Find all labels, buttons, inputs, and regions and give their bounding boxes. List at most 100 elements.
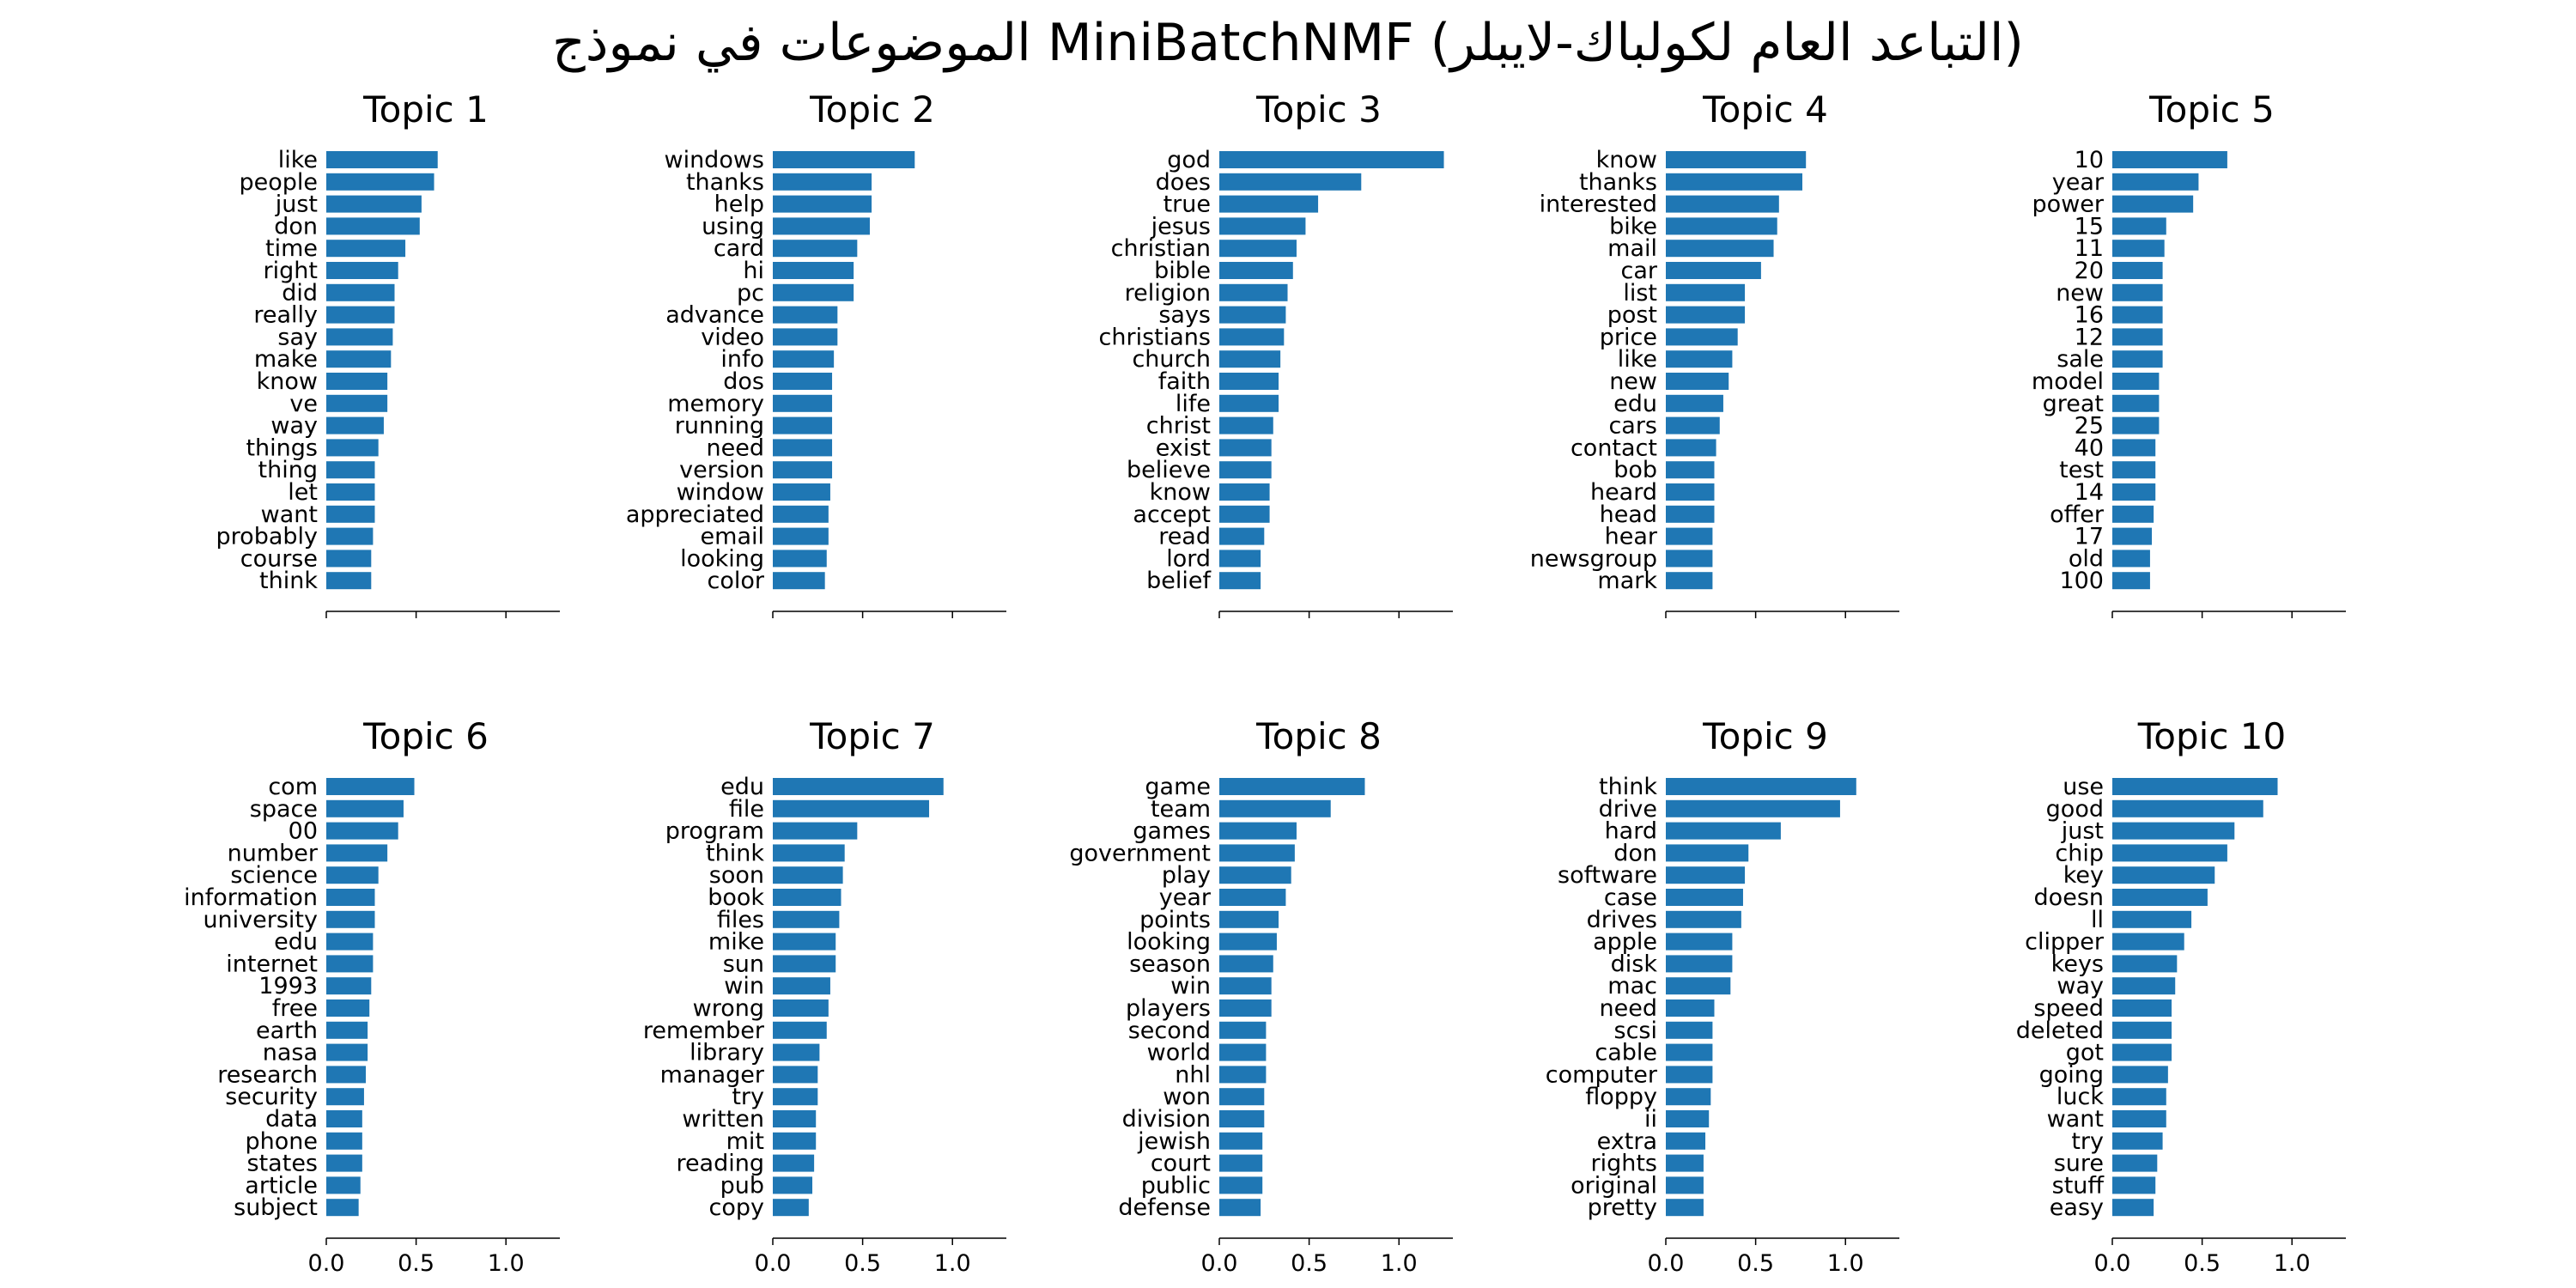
bar (326, 483, 375, 501)
word-label: easy (2050, 1194, 2104, 1221)
word-label: jesus (1151, 213, 1211, 240)
word-label: states (247, 1151, 318, 1177)
bar (1666, 217, 1777, 235)
bar (773, 844, 845, 862)
word-label: number (228, 840, 319, 866)
bar (2112, 151, 2227, 168)
bar (326, 550, 372, 568)
word-label: interested (1540, 191, 1657, 218)
word-label: course (240, 545, 318, 572)
bar (326, 999, 370, 1017)
word-label: believe (1127, 457, 1211, 483)
word-label: win (724, 973, 764, 999)
word-label: team (1151, 796, 1211, 823)
bar (1219, 461, 1272, 479)
word-label: pub (720, 1172, 764, 1199)
word-label: 40 (2075, 434, 2104, 461)
bar (326, 1043, 368, 1061)
bar (1219, 822, 1297, 840)
x-tick-label: 0.5 (1291, 1250, 1327, 1277)
bar (2112, 262, 2163, 279)
panel-title: Topic 7 (809, 715, 935, 757)
bar (326, 955, 374, 973)
word-label: files (717, 907, 764, 933)
bar (1219, 1021, 1267, 1039)
word-label: card (714, 235, 764, 262)
bar (1666, 910, 1741, 928)
bar (1666, 283, 1746, 301)
word-label: second (1128, 1018, 1211, 1044)
panel-title: Topic 4 (1702, 88, 1828, 131)
word-label: running (675, 413, 764, 440)
word-label: apple (1593, 929, 1657, 956)
bar (326, 1066, 367, 1084)
topic-panel-7: Topic 7edufileprogramthinksoonbookfilesm… (643, 715, 1006, 1277)
bar (1219, 394, 1279, 412)
bar (773, 822, 858, 840)
bar (1666, 799, 1840, 817)
word-label: thing (258, 457, 318, 483)
word-label: free (272, 995, 318, 1022)
bar (1666, 1132, 1706, 1150)
word-label: copy (709, 1194, 765, 1221)
word-label: players (1126, 995, 1211, 1022)
word-label: like (1618, 346, 1657, 373)
bar (1666, 955, 1733, 973)
topic-panel-8: Topic 8 gameteamgamesgovernmentplayyearpo… (1069, 715, 1453, 1277)
bar (773, 262, 854, 279)
word-label: know (257, 368, 318, 395)
bar (326, 844, 388, 862)
word-label: things (246, 434, 318, 461)
word-label: chip (2055, 840, 2104, 866)
word-label: disk (1611, 951, 1658, 977)
bar (326, 1176, 361, 1194)
bar (773, 439, 833, 457)
word-label: don (274, 213, 318, 240)
topic-panel-1: Topic 1 likepeoplejustdontimerightdidreal… (216, 88, 560, 618)
word-label: 11 (2075, 235, 2104, 262)
word-label: manager (660, 1061, 765, 1088)
bar (2112, 1043, 2172, 1061)
bar (326, 1088, 364, 1106)
bar (773, 550, 827, 568)
word-label: floppy (1585, 1084, 1657, 1110)
word-label: 15 (2075, 213, 2104, 240)
word-label: bible (1154, 258, 1211, 284)
word-label: wrong (693, 995, 764, 1022)
x-tick-label: 0.0 (755, 1250, 792, 1277)
word-label: christians (1099, 324, 1211, 350)
x-tick-label: 0.5 (2184, 1250, 2221, 1277)
word-label: think (1599, 774, 1657, 800)
word-label: public (1141, 1172, 1211, 1199)
word-label: just (275, 191, 318, 218)
bar (773, 527, 829, 545)
word-label: make (254, 346, 318, 373)
word-label: cable (1595, 1040, 1657, 1066)
bar (2112, 778, 2278, 795)
bar (1666, 461, 1715, 479)
word-label: science (230, 862, 318, 889)
bar (1219, 195, 1319, 213)
bar (1219, 240, 1297, 258)
bar (1666, 505, 1715, 523)
bar (326, 866, 379, 884)
bar (2112, 1176, 2156, 1194)
bar (326, 283, 395, 301)
bar (1219, 1176, 1263, 1194)
bar (1219, 1066, 1267, 1084)
bar (773, 173, 872, 191)
word-label: luck (2057, 1084, 2104, 1110)
word-label: university (203, 907, 318, 933)
word-label: god (1167, 147, 1211, 173)
word-label: software (1558, 862, 1657, 889)
bar (1219, 572, 1261, 590)
bar (326, 373, 388, 390)
bar (773, 1199, 809, 1217)
bar (326, 240, 406, 258)
word-label: new (2056, 280, 2104, 307)
topic-panel-9: Topic 9 thinkdriveharddonsoftwarecasedriv… (1546, 715, 1899, 1277)
bar (326, 1021, 368, 1039)
word-label: 100 (2059, 568, 2104, 594)
word-label: deleted (2016, 1018, 2104, 1044)
word-label: drives (1587, 907, 1657, 933)
